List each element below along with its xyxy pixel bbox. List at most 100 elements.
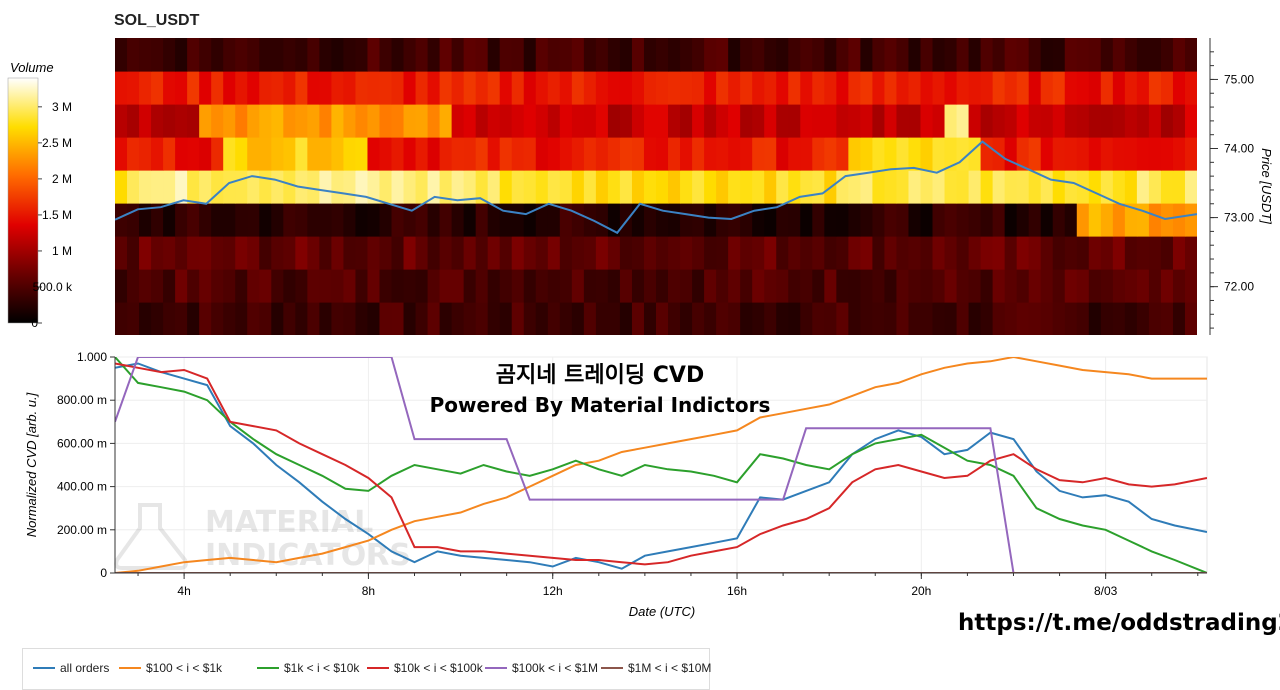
heatmap-cell — [968, 269, 982, 303]
heatmap-cell — [800, 302, 813, 335]
heatmap-cell — [571, 104, 585, 138]
heatmap-cell — [115, 137, 128, 171]
heatmap-cell — [403, 71, 417, 105]
legend-item[interactable]: all orders — [33, 661, 109, 675]
heatmap-cell — [752, 137, 765, 171]
heatmap-cell — [175, 269, 188, 303]
heatmap-cell — [1124, 269, 1138, 303]
heatmap-cell — [668, 137, 681, 171]
heatmap-cell — [836, 236, 849, 270]
heatmap-cell — [571, 236, 585, 270]
heatmap-cell — [463, 269, 477, 303]
colorbar-tick-label: 500.0 k — [33, 280, 73, 294]
heatmap-cell — [451, 38, 465, 72]
cvd-x-axis-label: Date (UTC) — [629, 604, 695, 619]
heatmap-cell — [980, 104, 994, 138]
heatmap-cell — [331, 269, 345, 303]
heatmap-cell — [367, 71, 381, 105]
heatmap-cell — [788, 71, 801, 105]
heatmap-cell — [259, 269, 272, 303]
heatmap-cell — [1160, 302, 1174, 335]
heatmap-cell — [367, 104, 381, 138]
heatmap-cell — [391, 269, 405, 303]
heatmap-cell — [980, 137, 994, 171]
heatmap-cell — [704, 170, 717, 204]
heatmap-cell — [487, 302, 501, 335]
legend-item[interactable]: $100k < i < $1M — [485, 661, 598, 675]
heatmap-cell — [1052, 269, 1066, 303]
heatmap-cell — [1136, 38, 1150, 72]
heatmap-cell — [211, 137, 224, 171]
heatmap-cell — [1124, 104, 1138, 138]
heatmap-cell — [151, 236, 164, 270]
heatmap-cell — [1184, 38, 1197, 72]
heatmap-cell — [896, 302, 910, 335]
legend-item[interactable]: $1k < i < $10k — [257, 661, 359, 675]
heatmap-cell — [283, 203, 296, 237]
cvd-x-tick-label: 8h — [362, 584, 375, 598]
heatmap-cell — [848, 203, 861, 237]
heatmap-cell — [1052, 236, 1066, 270]
heatmap-cell — [1064, 137, 1078, 171]
heatmap-cell — [992, 104, 1006, 138]
heatmap-cell — [680, 104, 693, 138]
heatmap-cell — [920, 71, 934, 105]
heatmap-cell — [511, 104, 525, 138]
cvd-series-line — [115, 357, 1207, 573]
heatmap-cell — [716, 269, 729, 303]
heatmap-cell — [487, 137, 501, 171]
heatmap-cell — [704, 104, 717, 138]
heatmap-cell — [139, 137, 152, 171]
heatmap-cell — [1100, 269, 1114, 303]
legend-swatch — [485, 667, 507, 669]
heatmap-cell — [728, 302, 741, 335]
heatmap-cell — [163, 38, 176, 72]
legend-item[interactable]: $1M < i < $10M — [601, 661, 711, 675]
heatmap-cell — [259, 236, 272, 270]
heatmap-cell — [908, 302, 922, 335]
heatmap-cell — [187, 38, 200, 72]
heatmap-cell — [1028, 236, 1042, 270]
heatmap-cell — [716, 104, 729, 138]
heatmap-cell — [1148, 203, 1162, 237]
heatmap-cell — [631, 71, 645, 105]
heatmap-cell — [716, 203, 729, 237]
heatmap-cell — [908, 269, 922, 303]
heatmap-cell — [1100, 170, 1114, 204]
heatmap-cell — [355, 137, 369, 171]
heatmap-cell — [1040, 38, 1054, 72]
heatmap-cell — [235, 170, 248, 204]
heatmap-cell — [271, 170, 284, 204]
legend-item[interactable]: $100 < i < $1k — [119, 661, 222, 675]
heatmap-cell — [704, 269, 717, 303]
heatmap-cell — [1028, 71, 1042, 105]
heatmap-cell — [992, 170, 1006, 204]
heatmap-cell — [151, 203, 164, 237]
heatmap-cell — [980, 71, 994, 105]
heatmap-cell — [355, 302, 369, 335]
heatmap-cell — [139, 71, 152, 105]
heatmap-cell — [740, 137, 753, 171]
heatmap-cell — [1124, 236, 1138, 270]
heatmap-cell — [932, 269, 946, 303]
heatmap-cell — [631, 104, 645, 138]
heatmap-cell — [367, 170, 381, 204]
heatmap-cell — [559, 302, 573, 335]
cvd-subtitle: Powered By Material Indictors — [429, 393, 771, 417]
heatmap-cell — [764, 203, 777, 237]
heatmap-cell — [115, 104, 128, 138]
heatmap-cell — [259, 104, 272, 138]
heatmap-cell — [764, 38, 777, 72]
heatmap-cell — [535, 302, 549, 335]
heatmap-cell — [127, 236, 140, 270]
heatmap-cell — [800, 104, 813, 138]
heatmap-cell — [175, 137, 188, 171]
heatmap-cell — [259, 203, 272, 237]
heatmap-cell — [559, 137, 573, 171]
heatmap-cell — [379, 38, 393, 72]
heatmap-cell — [415, 236, 429, 270]
legend-item[interactable]: $10k < i < $100k — [367, 661, 483, 675]
telegram-link[interactable]: https://t.me/oddstrading2 — [958, 610, 1280, 636]
heatmap-cell — [956, 269, 970, 303]
heatmap-cell — [307, 71, 320, 105]
